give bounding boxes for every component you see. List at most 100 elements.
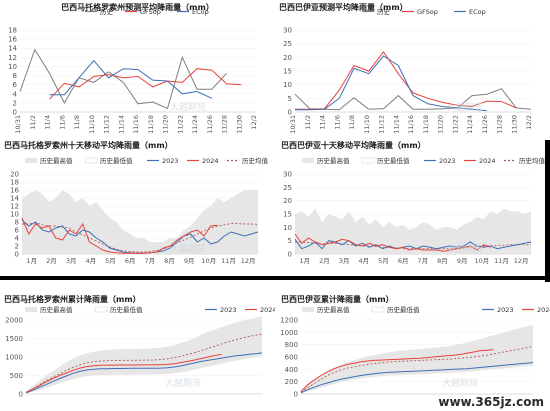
x-tick-label: 11/4 (44, 115, 52, 130)
y-tick-label: 12 (10, 203, 19, 211)
legend-label: 2023 (220, 306, 237, 314)
series-line-history (294, 88, 532, 111)
series-line-2023 (25, 352, 263, 394)
y-tick-label: 20 (283, 197, 292, 205)
y-tick-label: 1000 (280, 329, 298, 337)
x-tick-label: 11/20 (437, 115, 445, 134)
legend-label: GFSop (140, 8, 161, 16)
chart-title: 巴西马托格罗索州十天移动平均降雨量（mm） (4, 141, 173, 150)
chart-title: 巴西马托格罗索州预测平均降雨量（mm） (61, 3, 214, 12)
watermark: 大越期货 (447, 103, 484, 113)
x-tick-label: 11/26 (481, 115, 489, 134)
x-tick-label: 11/22 (176, 115, 184, 134)
x-tick-label: 9月 (184, 257, 195, 265)
y-tick-label: 30 (283, 27, 292, 35)
x-tick-label: 11/28 (221, 115, 229, 134)
y-tick-label: 20 (10, 171, 19, 179)
y-tick-label: 8 (13, 72, 17, 80)
y-tick-label: 5 (288, 95, 292, 103)
legend-label: 历史最低值 (377, 156, 410, 165)
series-line-history-avg (25, 333, 263, 393)
legend-label: 历史最低值 (110, 305, 143, 314)
x-tick-label: 11/14 (117, 115, 125, 134)
x-tick-label: 12/2 (525, 115, 533, 130)
series-line-2024 (294, 233, 491, 252)
x-tick-label: 2月 (319, 257, 330, 265)
y-tick-label: 15 (283, 68, 292, 76)
y-tick-label: 10 (8, 63, 17, 71)
legend-label: 历史最低值 (100, 156, 133, 165)
series-line-2024 (21, 217, 218, 254)
y-tick-label: 4 (15, 235, 20, 243)
y-tick-label: 14 (8, 45, 17, 53)
x-tick-label: 8月 (437, 257, 448, 265)
y-tick-label: 16 (8, 36, 17, 44)
legend-label: ECop (192, 8, 209, 16)
x-tick-label: 11/20 (162, 115, 170, 134)
legend-label: 历史均值 (519, 156, 546, 165)
x-tick-label: 10/31 (14, 115, 22, 134)
x-tick-label: 11/2 (29, 115, 37, 130)
x-tick-label: 11/8 (73, 115, 81, 130)
x-tick-label: 6月 (125, 257, 136, 265)
x-tick-label: 11月 (221, 257, 236, 265)
legend-label: 历史最高值 (317, 305, 350, 314)
y-tick-label: 10 (283, 81, 292, 89)
series-band-history-range (301, 324, 533, 394)
x-tick-label: 11/2 (304, 115, 312, 130)
x-tick-label: 11/6 (58, 115, 66, 130)
x-tick-label: 11/26 (206, 115, 214, 134)
series-line-ecop (295, 55, 487, 112)
y-tick-label: 16 (10, 187, 19, 195)
legend-swatch (371, 306, 385, 313)
watermark: 大越期货 (447, 245, 484, 255)
x-tick-label: 7月 (418, 257, 429, 265)
x-tick-label: 12月 (514, 257, 529, 265)
y-tick-label: 500 (10, 372, 23, 380)
x-tick-label: 6月 (398, 257, 409, 265)
y-tick-label: 0 (288, 251, 292, 259)
legend-label: 2023 (162, 157, 179, 165)
x-tick-label: 10/31 (289, 115, 297, 134)
legend-label: 历史均值 (242, 156, 269, 165)
series-band-history-range (22, 190, 258, 254)
x-tick-label: 11/12 (103, 115, 111, 134)
y-tick-label: 5 (288, 237, 292, 245)
watermark: 大越期货 (170, 103, 207, 113)
y-tick-label: 30 (283, 171, 292, 179)
y-tick-label: 6 (15, 227, 20, 235)
legend-swatch (84, 157, 98, 164)
x-tick-label: 10月 (474, 257, 489, 265)
y-tick-label: 2000 (5, 317, 23, 325)
series-line-2023 (300, 362, 534, 394)
y-tick-label: 10 (283, 224, 292, 232)
legend-label: ECop (469, 8, 486, 16)
y-tick-label: 2 (15, 243, 19, 251)
x-tick-label: 11/24 (191, 115, 199, 134)
chart-bahia-cumulative: 巴西巴伊亚累计降雨量（mm） 0 200 400 600 800 1000 1200 历史最高… (277, 282, 550, 407)
y-tick-label: 1500 (5, 335, 23, 343)
x-tick-label: 11/6 (333, 115, 341, 130)
x-tick-label: 12月 (241, 257, 256, 265)
legend-label: 历史最高值 (40, 156, 73, 165)
legend-swatch (361, 157, 375, 164)
y-tick-label: 15 (283, 211, 292, 219)
x-tick-label: 11/10 (88, 115, 96, 134)
chart-canvas: 0 5 10 15 20 25 30 1月 2月 3月 4月 5月 6月 7月 8月 9月 10月 11月 12月 历… (283, 156, 546, 265)
y-tick-label: 800 (285, 341, 298, 349)
x-tick-label: 5月 (105, 257, 116, 265)
y-tick-label: 200 (285, 378, 298, 386)
y-tick-label: 12 (8, 54, 17, 62)
x-tick-label: 4月 (86, 257, 97, 265)
y-tick-label: 20 (283, 54, 292, 62)
y-tick-label: 400 (285, 366, 298, 374)
edge-bar (545, 140, 550, 290)
chart-canvas: 020040060080010001200历史最高值历史最低值20232024历… (280, 305, 550, 399)
watermark: 大越期货 (442, 379, 479, 389)
chart-canvas: 0 5 10 15 20 25 30 10/31 11/2 11/4 11/6 11/8 11/10 11… (283, 7, 533, 134)
legend-label: 2024 (202, 157, 219, 165)
y-tick-label: 18 (10, 179, 19, 187)
y-tick-label: 0 (19, 391, 23, 399)
